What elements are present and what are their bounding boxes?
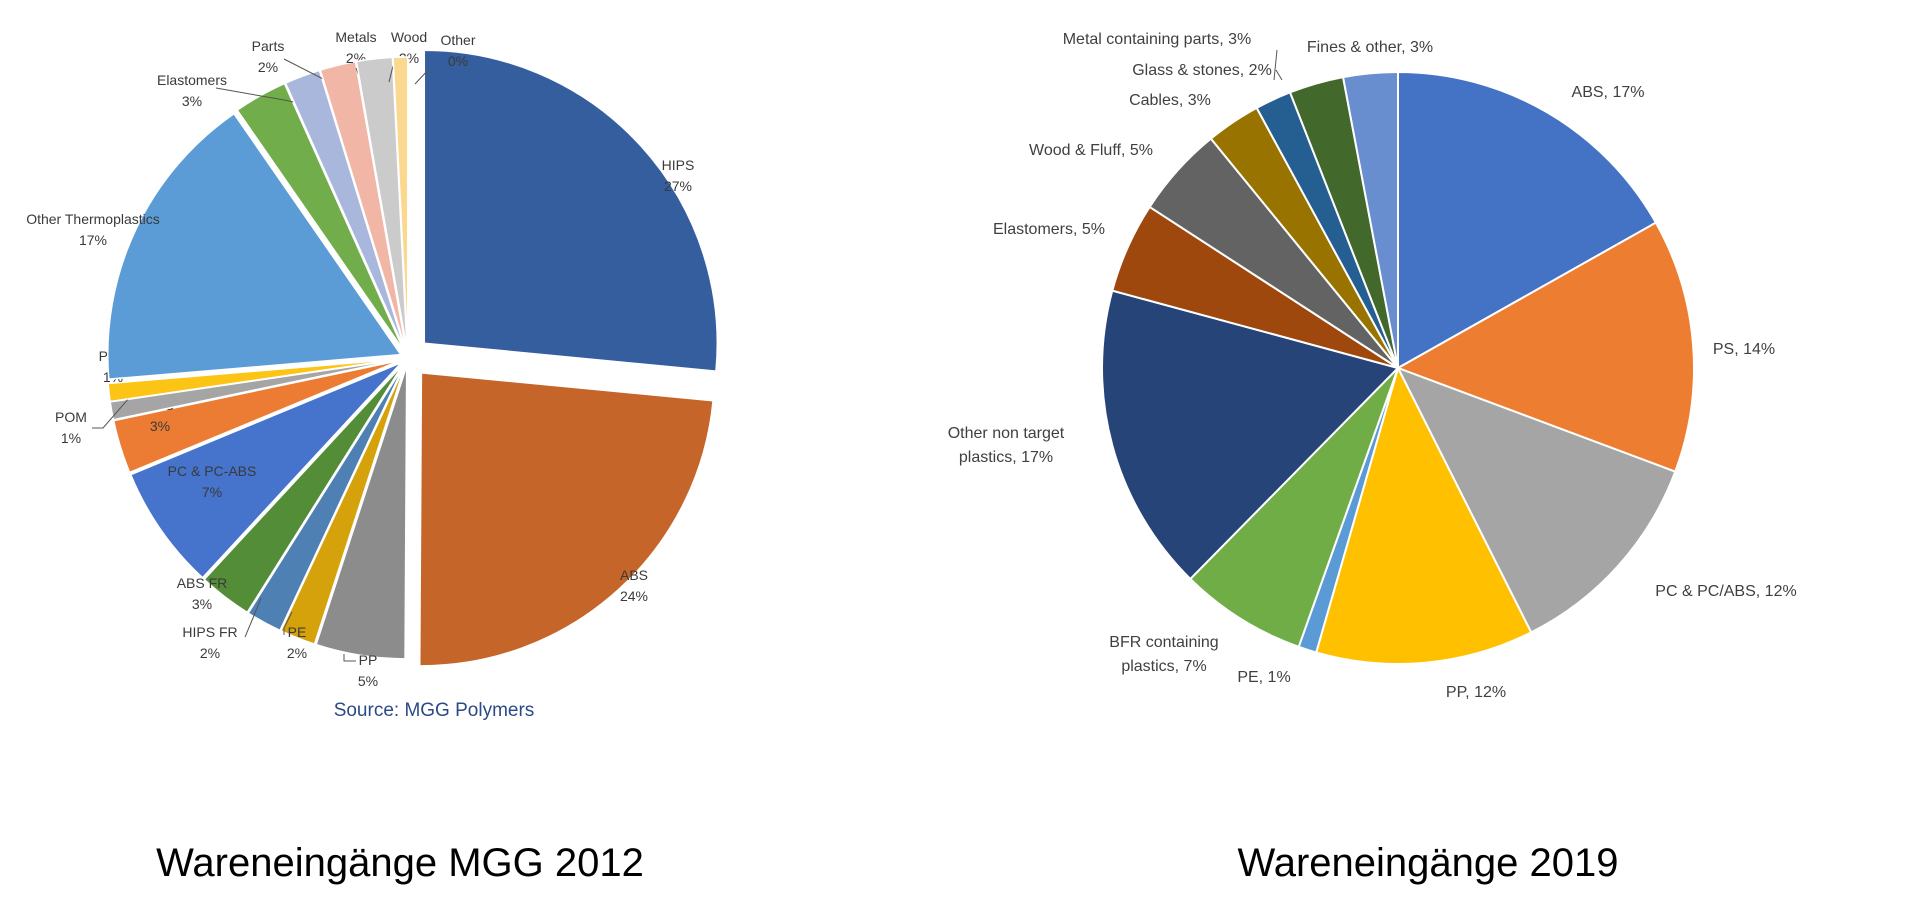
pie-slice-hips-fr: [247, 364, 405, 632]
slice-label-metal-containing-parts-3: Metal containing parts, 3%: [1063, 31, 1252, 48]
slice-percent-other-thermoplastics: 17%: [79, 232, 107, 248]
slice-label-wood-fluff-5: Wood & Fluff, 5%: [1029, 142, 1153, 159]
slice-percent-parts: 2%: [258, 59, 278, 75]
slice-label-pc-pc-abs: PC & PC-ABS: [168, 463, 257, 479]
slice-label-elastomers: Elastomers: [157, 72, 227, 88]
pie-slice-pc-pc-abs-12: [1395, 366, 1677, 634]
leader-line-hips-fr: [244, 597, 262, 638]
slice-label-fines-other-3: Fines & other, 3%: [1307, 39, 1433, 56]
pie-slice-other: [392, 56, 409, 351]
slice-percent-ppo: 3%: [150, 418, 170, 434]
pie-slice-other-thermoplastics: [107, 112, 403, 380]
slice-label-pe-1: PE, 1%: [1237, 669, 1290, 686]
leader-line-pp: [343, 654, 356, 662]
slice-label-pc-pc-abs-12: PC & PC/ABS, 12%: [1655, 583, 1796, 600]
leader-line-other: [414, 67, 431, 85]
pie-slice-abs-17: [1397, 70, 1658, 370]
slice-label-other-non-target-plastics-17: Other non target plastics, 17%: [948, 425, 1065, 466]
slice-label-wood: Wood: [391, 29, 427, 45]
slice-label-pp: PP: [359, 652, 378, 668]
slice-percent-pe: 2%: [287, 645, 307, 661]
slice-label-abs-17: ABS, 17%: [1572, 84, 1645, 101]
pie-slice-parts: [284, 69, 406, 351]
slice-label-cables-3: Cables, 3%: [1129, 92, 1211, 109]
pie-slice-pp-12: [1314, 365, 1533, 666]
pie-slice-abs-fr: [203, 363, 404, 614]
slice-percent-abs: 24%: [620, 588, 648, 604]
slice-label-hips: HIPS: [662, 157, 695, 173]
pie-slice-ppo: [112, 359, 401, 474]
pie-slice-hips: [423, 49, 719, 372]
slice-label-glass-stones-2: Glass & stones, 2%: [1132, 62, 1272, 79]
slice-label-hips-fr: HIPS FR: [182, 624, 237, 640]
pie-slice-abs: [418, 372, 714, 667]
slice-label-metals: Metals: [335, 29, 376, 45]
pie-slice-metals: [319, 60, 407, 351]
slice-label-pe: PE: [288, 624, 307, 640]
pie-slice-other-non-target-plastics-17: [1101, 289, 1400, 581]
slice-label-abs: ABS: [620, 567, 648, 583]
slice-label-pom: POM: [55, 409, 87, 425]
pie-chart-2012: HIPS 27% ABS 24% PP 5% PE 2% HIPS FR 2% ABS FR 3% PC…: [26, 29, 719, 689]
pie-slice-pvc: [107, 358, 401, 403]
caption-2012: Wareneingänge MGG 2012: [156, 841, 644, 885]
slice-percent-hips-fr: 2%: [200, 645, 220, 661]
slice-label-other: Other: [440, 32, 475, 48]
pie-slice-fines-other-3: [1341, 70, 1399, 369]
pie-slice-pe: [279, 365, 406, 646]
slice-percent-pp: 5%: [358, 673, 378, 689]
slice-label-ps-14: PS, 14%: [1713, 341, 1775, 358]
leader-line-wood: [388, 65, 394, 83]
pie-slice-pc-pc-abs: [129, 361, 402, 579]
pie-slice-pp: [315, 365, 408, 660]
pie-slice-ps-14: [1395, 221, 1695, 473]
slice-label-pp-12: PP, 12%: [1446, 684, 1506, 701]
slice-percent-abs-fr: 3%: [192, 596, 212, 612]
slice-label-bfr-containing-plastics-7: BFR containing plastics, 7%: [1109, 634, 1218, 675]
leader-line-pe: [283, 611, 293, 635]
slice-label-abs-fr: ABS FR: [177, 575, 228, 591]
slice-label-parts: Parts: [252, 38, 285, 54]
pie-slice-bfr-containing-plastics-7: [1188, 367, 1399, 649]
slice-percent-hips: 27%: [664, 178, 692, 194]
slice-label-other-thermoplastics: Other Thermoplastics: [26, 211, 160, 227]
leader-line-pom: [92, 389, 137, 429]
slice-label-elastomers-5: Elastomers, 5%: [993, 221, 1105, 238]
slice-percent-pom: 1%: [61, 430, 81, 446]
caption-2019: Wareneingänge 2019: [1237, 841, 1618, 885]
leader-line-metal-containing-parts-3: [1273, 49, 1278, 81]
pie-chart-2019: ABS, 17% PS, 14% PC & PC/ABS, 12% PP, 12% PE…: [948, 31, 1797, 701]
slice-percent-other: 0%: [448, 53, 468, 69]
slice-percent-pc-pc-abs: 7%: [202, 484, 222, 500]
chart-source-note: Source: MGG Polymers: [334, 700, 535, 721]
leader-line-glass-stones-2: [1275, 69, 1283, 81]
slice-percent-elastomers: 3%: [182, 93, 202, 109]
